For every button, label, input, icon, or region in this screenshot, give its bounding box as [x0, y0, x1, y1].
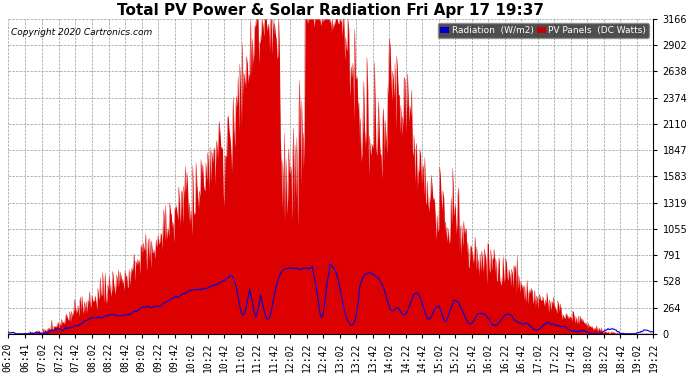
Title: Total PV Power & Solar Radiation Fri Apr 17 19:37: Total PV Power & Solar Radiation Fri Apr… — [117, 3, 544, 18]
Legend: Radiation  (W/m2), PV Panels  (DC Watts): Radiation (W/m2), PV Panels (DC Watts) — [437, 24, 649, 38]
Text: Copyright 2020 Cartronics.com: Copyright 2020 Cartronics.com — [11, 28, 152, 38]
